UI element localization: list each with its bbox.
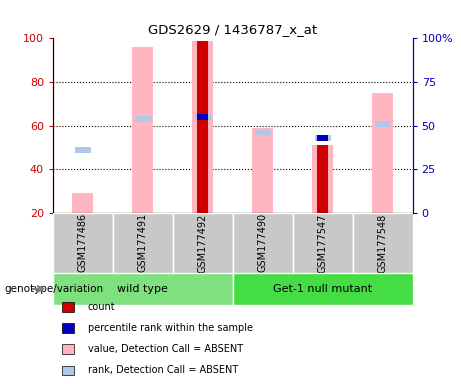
Bar [53,213,113,273]
Text: genotype/variation: genotype/variation [5,284,104,294]
Text: GSM177486: GSM177486 [78,214,88,272]
Text: GSM177490: GSM177490 [258,214,268,272]
Bar [252,128,273,213]
Bar [255,130,271,136]
Bar [132,47,154,213]
Text: rank, Detection Call = ABSENT: rank, Detection Call = ABSENT [88,365,238,375]
Text: count: count [88,302,115,312]
Text: value, Detection Call = ABSENT: value, Detection Call = ABSENT [88,344,242,354]
Text: percentile rank within the sample: percentile rank within the sample [88,323,253,333]
Bar [315,135,331,141]
Bar [312,146,333,213]
Bar [72,194,94,213]
Bar [372,93,393,213]
Bar [317,146,328,213]
Text: GSM177492: GSM177492 [198,213,208,273]
Text: GSM177491: GSM177491 [138,214,148,272]
Bar [197,41,208,213]
Text: GSM177547: GSM177547 [318,213,328,273]
Bar [173,213,233,273]
Title: GDS2629 / 1436787_x_at: GDS2629 / 1436787_x_at [148,23,317,36]
Bar [233,273,413,305]
Bar [135,116,151,121]
Bar [75,147,91,153]
Bar [233,213,293,273]
Bar [192,41,213,213]
Bar [53,273,233,305]
Text: GSM177548: GSM177548 [378,213,388,273]
Bar [195,114,211,120]
Bar [353,213,413,273]
Bar [113,213,173,273]
Bar [197,114,208,120]
Text: Get-1 null mutant: Get-1 null mutant [273,284,372,294]
Text: wild type: wild type [118,284,168,294]
Bar [317,135,328,141]
Bar [375,121,390,127]
Bar [293,213,353,273]
